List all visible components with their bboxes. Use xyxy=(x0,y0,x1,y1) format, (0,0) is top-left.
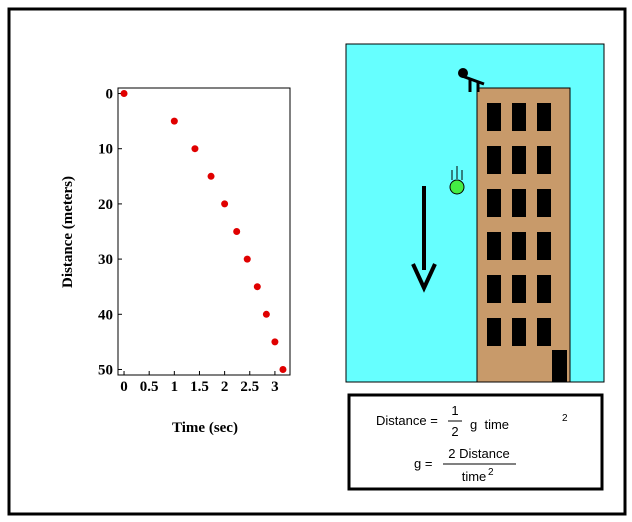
x-tick-label: 1.5 xyxy=(190,379,209,395)
window xyxy=(512,103,526,131)
y-tick-label: 50 xyxy=(98,362,113,378)
x-tick-label: 2.5 xyxy=(240,379,259,395)
x-tick-label: 0 xyxy=(120,379,128,395)
window xyxy=(487,275,501,303)
y-tick-label: 30 xyxy=(98,252,113,268)
window xyxy=(537,275,551,303)
window xyxy=(537,189,551,217)
point xyxy=(171,118,178,125)
x-tick-label: 3 xyxy=(271,379,279,395)
screen: Time (sec) Distance (meters) Distance = … xyxy=(0,0,632,522)
formula-text: 2 xyxy=(488,467,494,478)
scene xyxy=(346,44,604,382)
point xyxy=(263,311,270,318)
point xyxy=(279,366,286,373)
window xyxy=(537,232,551,260)
y-axis-label: Distance (meters) xyxy=(60,176,76,288)
x-tick-label: 2 xyxy=(221,379,229,395)
window xyxy=(512,189,526,217)
window xyxy=(487,232,501,260)
window xyxy=(537,146,551,174)
window xyxy=(487,146,501,174)
point xyxy=(254,283,261,290)
window xyxy=(512,318,526,346)
point xyxy=(191,145,198,152)
x-tick-label: 0.5 xyxy=(140,379,159,395)
window xyxy=(512,232,526,260)
x-tick-label: 1 xyxy=(171,379,179,395)
x-axis-label: Time (sec) xyxy=(172,420,238,436)
window xyxy=(512,275,526,303)
window xyxy=(537,318,551,346)
formula-text: 2 xyxy=(451,424,458,439)
formula-text: 2 xyxy=(562,413,568,424)
point xyxy=(208,173,215,180)
window xyxy=(537,103,551,131)
formula-text: Distance = xyxy=(376,413,438,428)
point xyxy=(271,338,278,345)
point xyxy=(121,90,128,97)
formula-text: 1 xyxy=(451,403,458,418)
formula-text: time xyxy=(462,469,487,484)
formula-text: g = xyxy=(414,456,432,471)
window xyxy=(487,318,501,346)
window xyxy=(512,146,526,174)
y-tick-label: 20 xyxy=(98,197,113,213)
y-tick-label: 40 xyxy=(98,307,113,323)
y-tick-label: 0 xyxy=(106,87,114,103)
page: {"chart_data": {"type": "scatter", "x_la… xyxy=(0,0,632,522)
point xyxy=(233,228,240,235)
y-tick-label: 10 xyxy=(98,142,113,158)
window xyxy=(487,189,501,217)
formula-text: g time xyxy=(470,417,509,432)
point xyxy=(244,256,251,263)
window xyxy=(487,103,501,131)
point xyxy=(221,200,228,207)
formula-text: 2 Distance xyxy=(448,446,509,461)
